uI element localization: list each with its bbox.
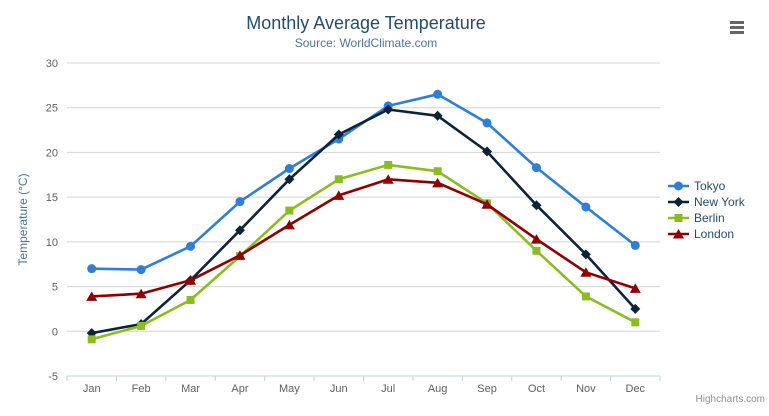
data-point-new-york[interactable] xyxy=(284,174,295,185)
x-tick-label: Mar xyxy=(181,383,200,395)
legend-item-tokyo[interactable]: Tokyo xyxy=(668,178,745,194)
series-new-york xyxy=(86,104,641,339)
data-point-new-york[interactable] xyxy=(580,249,591,260)
x-tick-label: Dec xyxy=(626,383,646,395)
data-point-london[interactable] xyxy=(629,283,641,293)
series-tokyo xyxy=(87,89,640,275)
data-point-london[interactable] xyxy=(432,177,444,188)
data-point-berlin[interactable] xyxy=(137,321,146,330)
legend-marker-shape[interactable] xyxy=(674,214,683,222)
x-tick-label: Sep xyxy=(477,383,497,395)
data-point-berlin[interactable] xyxy=(532,246,541,255)
legend-marker-square-icon xyxy=(668,214,689,222)
x-tick-label: Oct xyxy=(528,383,545,395)
legend-label: Tokyo xyxy=(694,179,726,193)
legend-marker-diamond-icon xyxy=(668,197,689,207)
x-tick-label: Apr xyxy=(231,383,248,395)
data-point-tokyo[interactable] xyxy=(235,197,245,207)
data-point-tokyo[interactable] xyxy=(581,202,591,212)
data-point-berlin[interactable] xyxy=(186,295,195,304)
data-point-london[interactable] xyxy=(530,234,542,244)
x-tick-label: Nov xyxy=(576,383,596,395)
series-london xyxy=(86,174,641,301)
data-point-london[interactable] xyxy=(86,291,98,301)
legend-label: London xyxy=(694,227,735,241)
legend-item-new-york[interactable]: New York xyxy=(668,194,745,210)
data-point-new-york[interactable] xyxy=(630,303,641,314)
y-axis-title: Temperature (°C) xyxy=(16,173,30,265)
data-point-tokyo[interactable] xyxy=(87,264,97,274)
x-tick-label: Jun xyxy=(330,383,348,395)
x-tick-label: Jan xyxy=(83,383,101,395)
data-point-london[interactable] xyxy=(382,174,394,184)
data-point-london[interactable] xyxy=(333,190,345,200)
legend-marker-shape[interactable] xyxy=(673,197,684,207)
credits-link[interactable]: Highcharts.com xyxy=(695,394,765,405)
y-tick-label: 0 xyxy=(52,326,58,338)
series-line-london[interactable] xyxy=(90,178,637,298)
y-tick-label: 15 xyxy=(46,192,58,204)
data-point-london[interactable] xyxy=(481,199,493,209)
y-tick-label: -5 xyxy=(48,371,58,383)
legend-marker-shape[interactable] xyxy=(673,229,684,239)
y-tick-label: 20 xyxy=(46,147,58,159)
data-point-tokyo[interactable] xyxy=(531,163,541,173)
data-point-new-york[interactable] xyxy=(432,110,443,121)
data-point-london[interactable] xyxy=(580,267,592,277)
legend: Tokyo New York Berlin London xyxy=(668,178,745,242)
export-menu-button[interactable] xyxy=(728,17,748,37)
series-line-berlin[interactable] xyxy=(90,163,637,341)
legend-marker-circle-icon xyxy=(668,181,689,191)
data-point-new-york[interactable] xyxy=(333,129,344,140)
data-point-new-york[interactable] xyxy=(383,104,394,115)
hamburger-icon xyxy=(730,20,746,34)
y-tick-label: 5 xyxy=(52,282,58,294)
x-tick-label: Jul xyxy=(381,383,395,395)
data-point-new-york[interactable] xyxy=(482,146,493,157)
series-line-new-york[interactable] xyxy=(90,108,637,335)
data-point-london[interactable] xyxy=(185,275,197,285)
data-point-tokyo[interactable] xyxy=(482,118,492,128)
y-tick-label: 10 xyxy=(46,237,58,249)
data-point-tokyo[interactable] xyxy=(630,240,640,250)
data-point-new-york[interactable] xyxy=(531,200,542,211)
data-point-berlin[interactable] xyxy=(631,318,640,327)
legend-marker-triangle-icon xyxy=(668,229,689,239)
legend-label: New York xyxy=(694,195,745,209)
legend-item-london[interactable]: London xyxy=(668,226,745,242)
data-point-london[interactable] xyxy=(135,288,147,299)
data-point-berlin[interactable] xyxy=(384,160,393,169)
data-point-tokyo[interactable] xyxy=(136,265,146,275)
chart-subtitle: Source: WorldClimate.com xyxy=(294,36,438,50)
data-point-berlin[interactable] xyxy=(433,167,442,176)
legend-label: Berlin xyxy=(694,211,725,225)
chart-title: Monthly Average Temperature xyxy=(246,13,486,33)
data-point-tokyo[interactable] xyxy=(186,241,196,251)
data-point-tokyo[interactable] xyxy=(433,89,443,99)
data-point-berlin[interactable] xyxy=(285,206,294,215)
data-point-berlin[interactable] xyxy=(581,292,590,301)
y-tick-label: 25 xyxy=(46,103,58,115)
data-point-berlin[interactable] xyxy=(334,175,343,184)
x-tick-label: Feb xyxy=(132,383,151,395)
x-tick-label: Aug xyxy=(428,383,448,395)
legend-item-berlin[interactable]: Berlin xyxy=(668,210,745,226)
data-point-tokyo[interactable] xyxy=(284,164,294,174)
data-point-berlin[interactable] xyxy=(87,335,96,344)
data-point-new-york[interactable] xyxy=(234,225,245,236)
legend-marker-shape[interactable] xyxy=(674,181,683,191)
x-tick-label: May xyxy=(279,383,300,395)
data-point-london[interactable] xyxy=(234,250,246,260)
y-tick-label: 30 xyxy=(46,58,58,70)
data-point-london[interactable] xyxy=(283,219,295,230)
